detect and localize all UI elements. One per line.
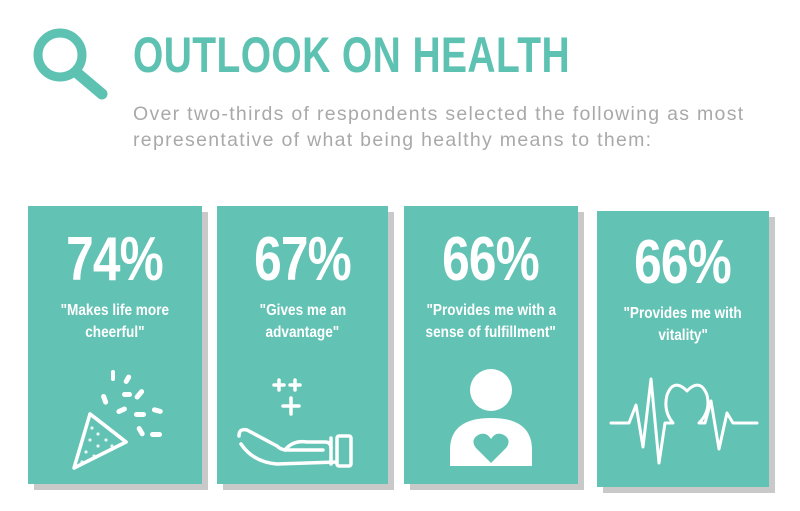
stat-quote: "Provides me with vitality" xyxy=(623,305,743,344)
stat-card-cheerful: 74% "Makes life more cheerful" xyxy=(28,206,202,484)
magnifier-icon xyxy=(33,28,108,100)
page-subtitle: Over two-thirds of respondents selected … xyxy=(133,103,745,151)
heartbeat-icon xyxy=(609,377,759,465)
stat-percent: 66% xyxy=(634,228,733,297)
stat-card-vitality: 66% "Provides me with vitality" xyxy=(597,211,769,487)
stat-percent: 67% xyxy=(254,225,352,294)
stat-quote: "Gives me an advantage" xyxy=(259,302,346,341)
person-heart-icon xyxy=(450,369,532,466)
party-popper-icon xyxy=(72,370,163,470)
stat-percent: 66% xyxy=(442,225,541,294)
stat-card-fulfillment: 66% "Provides me with a sense of fulfillm… xyxy=(404,206,578,484)
hand-plus-icon xyxy=(237,378,353,468)
stat-percent: 74% xyxy=(66,225,165,294)
stat-quote: "Makes life more cheerful" xyxy=(60,302,170,341)
stat-card-advantage: 67% "Gives me an advantage" xyxy=(217,206,388,484)
stat-quote: "Provides me with a sense of fulfillment" xyxy=(425,302,557,341)
page-title: OUTLOOK ON HEALTH xyxy=(133,27,571,83)
